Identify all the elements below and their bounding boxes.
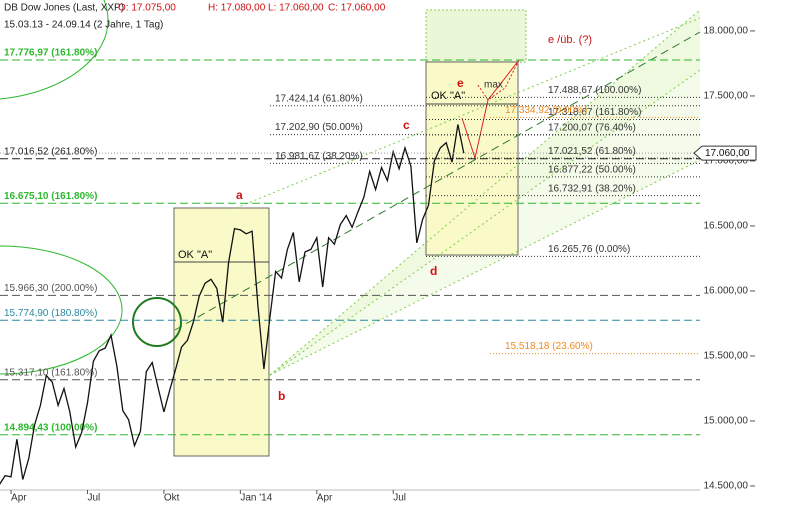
level-label: 16.981,67 (38.20%) (275, 151, 363, 162)
level-label: 17.200,07 (76.40%) (548, 123, 636, 134)
annotation: d (430, 264, 437, 278)
annotation: e (457, 76, 464, 90)
annotation: b (278, 389, 285, 403)
x-tick-label: Okt (164, 493, 180, 504)
x-tick-label: Jan '14 (240, 493, 272, 504)
y-tick-label: 16.500,00 (704, 221, 749, 232)
arrow (461, 59, 520, 160)
fan-line (269, 159, 700, 376)
series (0, 124, 465, 485)
level-label: 17.016,52 (261.80%) (4, 146, 97, 157)
quote: H: 17.080,00 (208, 3, 266, 14)
last-price-tag (693, 145, 757, 161)
annotation: e /üb. (?) (548, 34, 592, 46)
date-range: 15.03.13 - 24.09.14 (2 Jahre, 1 Tag) (4, 20, 163, 31)
quote: C: 17.060,00 (328, 3, 386, 14)
level-label: 17.424,14 (61.80%) (275, 93, 363, 104)
arrow (477, 59, 520, 101)
annotation: c (403, 118, 410, 132)
price-line (0, 124, 465, 485)
x-tick-label: Jul (87, 493, 100, 504)
x-tick-label: Apr (11, 493, 27, 504)
y-tick-label: 15.500,00 (704, 351, 749, 362)
circle (132, 297, 182, 347)
level-label: 14.894,43 (100.00%) (4, 422, 97, 433)
level-label: 17.318,67 (161.80%) (548, 107, 641, 118)
level-label: 16.732,91 (38.20%) (548, 183, 636, 194)
target-zone (425, 9, 527, 63)
circle (0, 0, 109, 100)
series-name: DB Dow Jones (Last, XXP) (4, 3, 124, 14)
last-price-label: 17.060,00 (705, 148, 750, 159)
y-tick-label: 16.000,00 (704, 286, 749, 297)
level-label: 15.966,30 (200.00%) (4, 283, 97, 294)
y-tick-label: 17.000,00 (704, 156, 749, 167)
circle (0, 245, 123, 375)
level-label: 15.518,18 (23.60%) (505, 341, 593, 352)
quote: O: 17.075,00 (118, 3, 176, 14)
fan-line (235, 17, 700, 209)
box-a (173, 207, 270, 457)
level-label: 17.021,52 (61.80%) (548, 146, 636, 157)
annotation: OK "A" (431, 90, 465, 102)
level-label: 16.675,10 (161.80%) (4, 191, 97, 202)
y-tick-label: 15.000,00 (704, 416, 749, 427)
fan-line (269, 9, 700, 376)
quote: L: 17.060,00 (268, 3, 324, 14)
level-label: 17.334,92 (0.00%) (505, 105, 587, 116)
axis-bg (700, 0, 786, 507)
level-label: 16.265,76 (0.00%) (548, 244, 630, 255)
level-label: 16.877,22 (50.00%) (548, 165, 636, 176)
x-tick-label: Apr (317, 493, 333, 504)
y-tick-label: 17.500,00 (704, 91, 749, 102)
y-tick-label: 18.000,00 (704, 26, 749, 37)
trend-line (174, 31, 700, 331)
levels (0, 59, 700, 436)
level-label: 15.774,90 (180.80%) (4, 308, 97, 319)
annotation: max (484, 80, 503, 91)
level-label: 17.488,67 (100.00%) (548, 85, 641, 96)
annotation: OK "A" (178, 249, 212, 261)
annotation: a (236, 188, 243, 202)
level-label: 17.776,97 (161.80%) (4, 48, 97, 59)
level-label: 15.317,10 (161.80%) (4, 367, 97, 378)
level-label: 17.202,90 (50.00%) (275, 122, 363, 133)
x-tick-label: Jul (393, 493, 406, 504)
drawings (0, 0, 700, 457)
y-tick-label: 14.500,00 (704, 481, 749, 492)
